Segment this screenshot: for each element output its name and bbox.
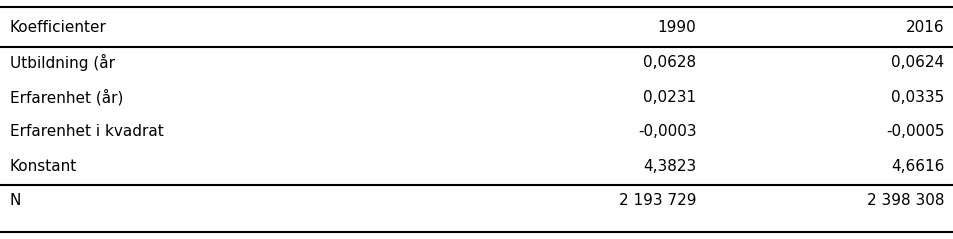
Text: Konstant: Konstant (10, 159, 76, 174)
Text: 4,3823: 4,3823 (642, 159, 696, 174)
Text: 0,0628: 0,0628 (642, 55, 696, 70)
Text: 4,6616: 4,6616 (890, 159, 943, 174)
Text: 2016: 2016 (905, 20, 943, 35)
Text: 0,0335: 0,0335 (890, 90, 943, 104)
Text: Koefficienter: Koefficienter (10, 20, 107, 35)
Text: 0,0231: 0,0231 (642, 90, 696, 104)
Text: 1990: 1990 (657, 20, 696, 35)
Text: Erfarenhet i kvadrat: Erfarenhet i kvadrat (10, 124, 163, 139)
Text: Utbildning (år: Utbildning (år (10, 54, 114, 71)
Text: -0,0003: -0,0003 (638, 124, 696, 139)
Text: 0,0624: 0,0624 (890, 55, 943, 70)
Text: 2 398 308: 2 398 308 (866, 193, 943, 208)
Text: N: N (10, 193, 21, 208)
Text: Erfarenhet (år): Erfarenhet (år) (10, 89, 123, 105)
Text: 2 193 729: 2 193 729 (618, 193, 696, 208)
Text: -0,0005: -0,0005 (885, 124, 943, 139)
